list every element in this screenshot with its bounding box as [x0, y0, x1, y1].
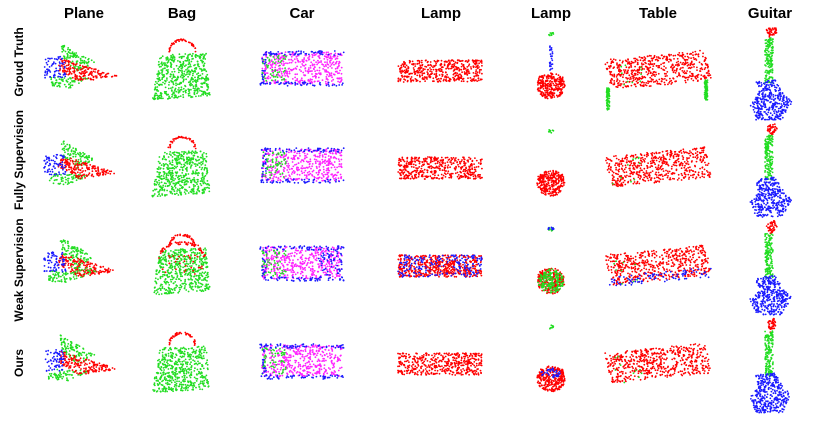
- bag-point-cloud: [152, 331, 210, 393]
- col-header-lamp-1: Lamp: [420, 5, 462, 22]
- plane-point-cloud: [44, 334, 116, 382]
- plane-point-cloud: [43, 140, 115, 186]
- table-point-cloud: [604, 49, 712, 111]
- col-header-car: Car: [289, 5, 315, 22]
- guitar-point-cloud: [749, 27, 793, 121]
- bag-point-cloud: [153, 233, 211, 296]
- guitar-point-cloud: [749, 219, 792, 316]
- col-header-table: Table: [638, 5, 678, 22]
- col-header-lamp-2: Lamp: [530, 5, 572, 22]
- guitar-point-cloud: [749, 123, 792, 218]
- bag-point-cloud: [151, 135, 211, 198]
- lamp-horizontal-point-cloud: [397, 156, 483, 180]
- col-header-plane: Plane: [63, 5, 105, 22]
- guitar-point-cloud: [750, 317, 790, 414]
- car-point-cloud: [260, 147, 345, 184]
- car-point-cloud: [259, 245, 345, 282]
- col-header-bag: Bag: [167, 5, 197, 22]
- table-point-cloud: [605, 80, 712, 188]
- table-point-cloud: [604, 79, 711, 384]
- lamp-vertical-point-cloud: [537, 48, 566, 295]
- lamp-horizontal-point-cloud: [397, 254, 483, 278]
- car-point-cloud: [259, 343, 345, 380]
- lamp-horizontal-point-cloud: [397, 59, 483, 83]
- lamp-vertical-point-cloud: [536, 47, 566, 393]
- col-header-guitar: Guitar: [747, 5, 793, 22]
- bag-point-cloud: [152, 38, 211, 101]
- plane-point-cloud: [43, 44, 118, 89]
- car-point-cloud: [259, 50, 345, 87]
- lamp-vertical-point-cloud: [536, 46, 566, 197]
- plane-point-cloud: [43, 239, 114, 283]
- lamp-horizontal-point-cloud: [397, 352, 483, 376]
- lamp-vertical-point-cloud: [536, 31, 566, 100]
